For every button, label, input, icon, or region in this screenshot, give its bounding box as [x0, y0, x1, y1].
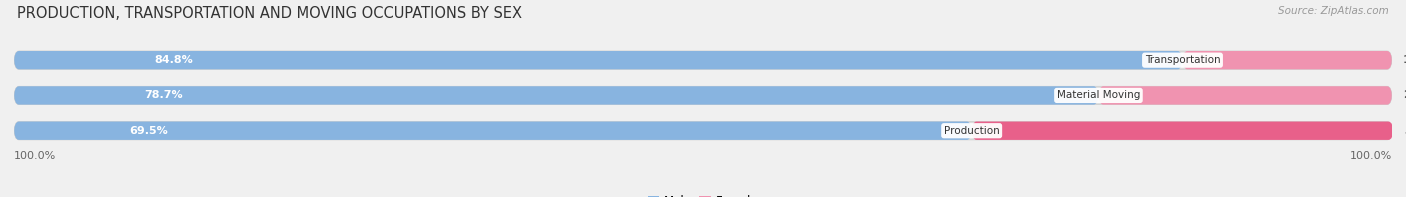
FancyBboxPatch shape: [14, 122, 972, 140]
Text: 69.5%: 69.5%: [129, 126, 167, 136]
FancyBboxPatch shape: [14, 51, 1182, 69]
Legend: Male, Female: Male, Female: [643, 190, 763, 197]
Text: 21.3%: 21.3%: [1403, 90, 1406, 100]
Text: 84.8%: 84.8%: [155, 55, 193, 65]
Text: Source: ZipAtlas.com: Source: ZipAtlas.com: [1278, 6, 1389, 16]
Text: 78.7%: 78.7%: [145, 90, 183, 100]
FancyBboxPatch shape: [14, 86, 1098, 105]
FancyBboxPatch shape: [14, 86, 1392, 105]
Text: PRODUCTION, TRANSPORTATION AND MOVING OCCUPATIONS BY SEX: PRODUCTION, TRANSPORTATION AND MOVING OC…: [17, 6, 522, 21]
FancyBboxPatch shape: [14, 51, 1392, 69]
FancyBboxPatch shape: [1182, 51, 1392, 69]
FancyBboxPatch shape: [14, 122, 1392, 140]
Text: Production: Production: [943, 126, 1000, 136]
Text: 100.0%: 100.0%: [1350, 151, 1392, 161]
Text: Material Moving: Material Moving: [1057, 90, 1140, 100]
FancyBboxPatch shape: [1098, 86, 1392, 105]
FancyBboxPatch shape: [972, 122, 1393, 140]
Text: 30.6%: 30.6%: [1405, 126, 1406, 136]
Text: 15.2%: 15.2%: [1403, 55, 1406, 65]
Text: 100.0%: 100.0%: [14, 151, 56, 161]
Text: Transportation: Transportation: [1144, 55, 1220, 65]
